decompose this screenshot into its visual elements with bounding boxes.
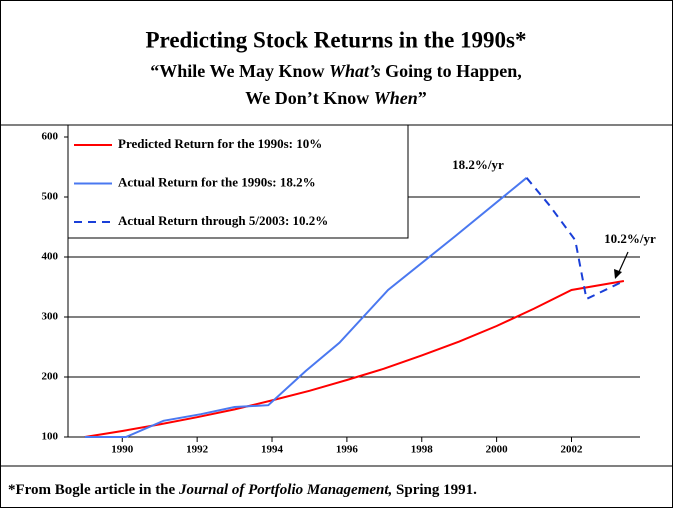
chart-subtitle-part: When: [374, 88, 418, 108]
chart-subtitle-part: “While We May Know: [150, 61, 329, 81]
series-line: [84, 177, 528, 438]
y-tick-label: 300: [42, 311, 59, 323]
y-tick-label: 500: [42, 191, 59, 203]
annotation-arrowhead: [614, 269, 622, 279]
x-tick-label: 2002: [560, 444, 583, 456]
x-tick-label: 1992: [186, 444, 209, 456]
footnote-part: Journal of Portfolio Management,: [178, 482, 392, 498]
chart-title: Predicting Stock Returns in the 1990s*: [146, 27, 527, 52]
legend-label: Actual Return for the 1990s: 18.2%: [118, 174, 316, 189]
footnote-part: Spring 1991.: [392, 482, 477, 498]
chart-subtitle-part: Going to Happen,: [381, 61, 522, 81]
chart-subtitle-part: What’s: [329, 61, 381, 81]
y-tick-label: 200: [42, 371, 59, 383]
annotation: 18.2%/yr: [452, 157, 504, 172]
y-tick-label: 600: [42, 131, 59, 143]
chart-subtitle-part: ”: [418, 88, 427, 108]
x-tick-label: 1996: [336, 444, 359, 456]
annotation: 10.2%/yr: [604, 231, 656, 246]
x-tick-label: 2000: [486, 444, 509, 456]
x-tick-label: 1998: [411, 444, 434, 456]
series-line: [84, 280, 625, 438]
legend-label: Actual Return through 5/2003: 10.2%: [118, 213, 328, 228]
x-tick-label: 1990: [111, 444, 134, 456]
chart-subtitle-part: We Don’t Know: [245, 88, 374, 108]
footnote: *From Bogle article in the Journal of Po…: [8, 482, 477, 498]
x-tick-label: 1994: [261, 444, 284, 456]
chart-subtitle: “While We May Know What’s Going to Happe…: [150, 61, 521, 81]
legend-label: Predicted Return for the 1990s: 10%: [118, 136, 322, 151]
legend-box: [67, 124, 409, 239]
annotation-arrow: [617, 251, 629, 275]
y-tick-label: 100: [42, 431, 59, 443]
y-tick-label: 400: [42, 251, 59, 263]
chart-subtitle: We Don’t Know When”: [245, 88, 427, 108]
footnote-part: *From Bogle article in the: [8, 482, 179, 498]
